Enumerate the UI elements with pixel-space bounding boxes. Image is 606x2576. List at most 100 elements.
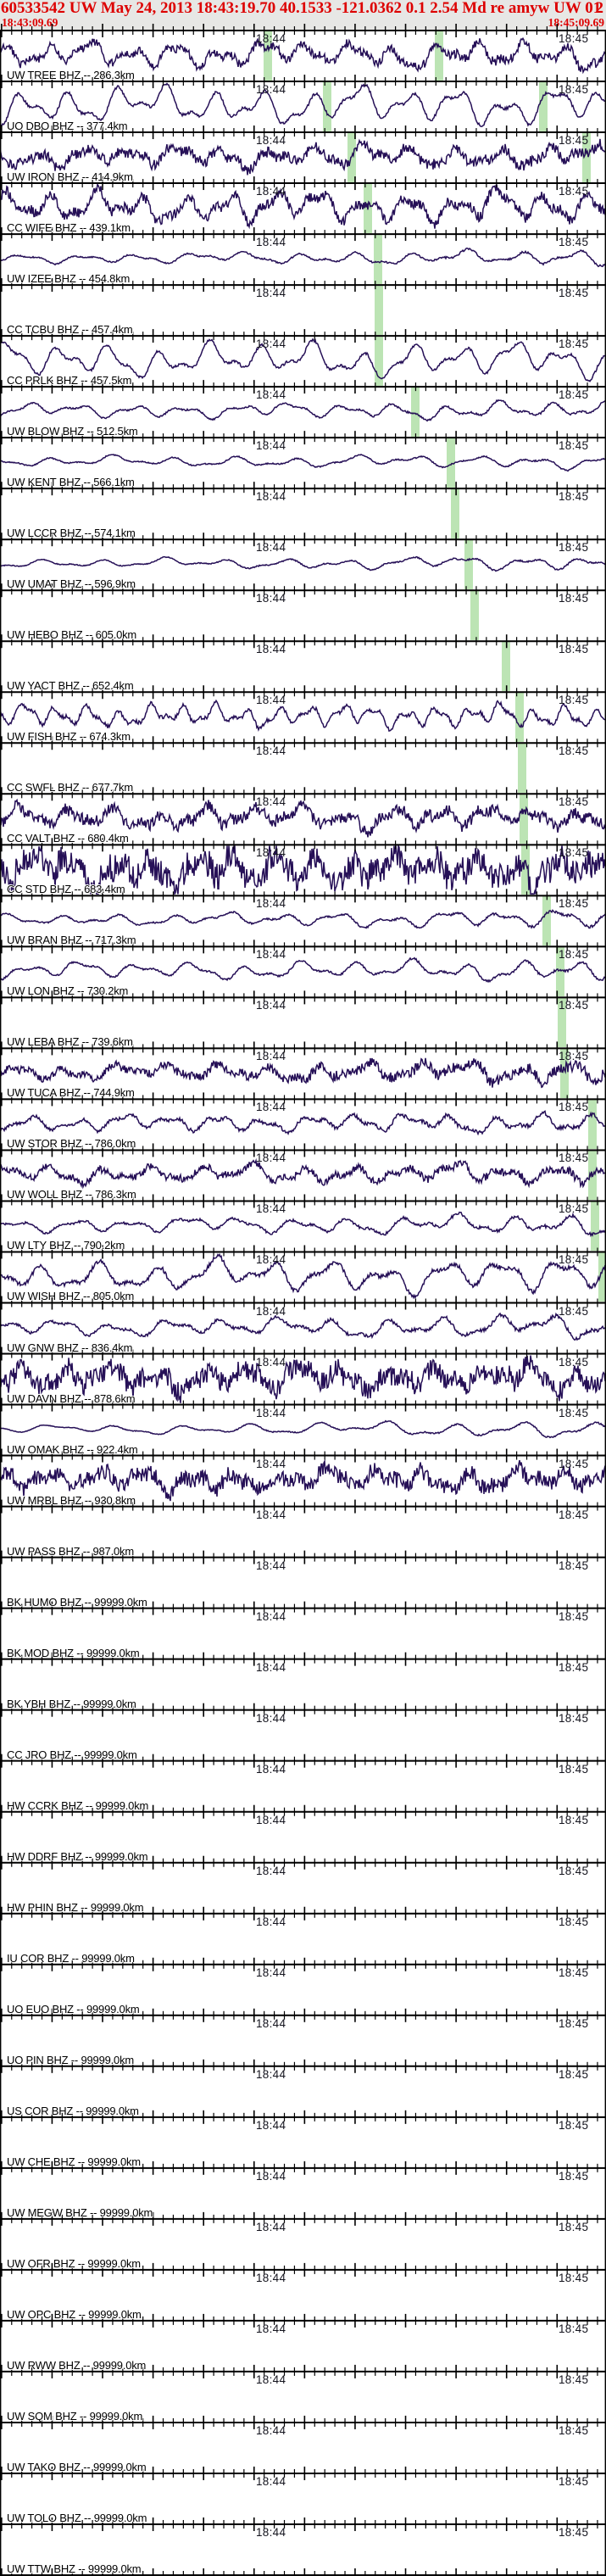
trace-row[interactable]: 18:44 18:45 UW DAVN BHZ -- 878.6km bbox=[0, 1354, 606, 1404]
trace-row[interactable]: 18:44 18:45 UW WOLL BHZ -- 786.3km bbox=[0, 1151, 606, 1201]
trace-row[interactable]: 18:44 18:45 UW UMAT BHZ -- 596.9km bbox=[0, 540, 606, 590]
minute-label-1844: 18:44 bbox=[256, 1253, 286, 1267]
minute-label-1845: 18:45 bbox=[559, 2067, 589, 2081]
phase-pick-marker bbox=[560, 1049, 569, 1099]
trace-row[interactable]: 18:44 18:45 UW BLOW BHZ -- 512.5km bbox=[0, 388, 606, 438]
minute-label-1844: 18:44 bbox=[256, 388, 286, 402]
trace-row[interactable]: 18:44 18:45 UW RWW BHZ -- 99999.0km bbox=[0, 2321, 606, 2371]
minute-label-1845: 18:45 bbox=[559, 2118, 589, 2132]
waveform[interactable] bbox=[0, 947, 606, 996]
waveform[interactable] bbox=[0, 31, 606, 81]
trace-row[interactable]: 18:44 18:45 CC PRLK BHZ -- 457.5km bbox=[0, 337, 606, 387]
trace-row[interactable]: 18:44 18:45 UW LEBA BHZ -- 739.6km bbox=[0, 998, 606, 1048]
waveform[interactable] bbox=[0, 82, 606, 131]
trace-row[interactable]: 18:44 18:45 UW STOR BHZ -- 786.0km bbox=[0, 1100, 606, 1150]
trace-row[interactable]: 18:44 18:45 UW IZEE BHZ -- 454.8km bbox=[0, 235, 606, 285]
waveform[interactable] bbox=[0, 235, 606, 284]
trace-row[interactable]: 18:44 18:45 UW TTW BHZ -- 99999.0km bbox=[0, 2524, 606, 2574]
station-label: UO PIN BHZ -- 99999.0km bbox=[7, 2053, 134, 2066]
waveform[interactable] bbox=[0, 896, 606, 945]
station-label: UO EUO BHZ -- 99999.0km bbox=[7, 2002, 140, 2015]
trace-row[interactable]: 18:44 18:45 UW TREE BHZ -- 286.3km bbox=[0, 31, 606, 81]
trace-row[interactable]: 18:44 18:45 CC WIFE BHZ -- 439.1km bbox=[0, 184, 606, 234]
minute-label-1844: 18:44 bbox=[256, 1609, 286, 1623]
trace-row[interactable]: 18:44 18:45 UW TAKO BHZ -- 99999.0km bbox=[0, 2423, 606, 2473]
trace-row[interactable]: 18:44 18:45 UW TOLO BHZ -- 99999.0km bbox=[0, 2473, 606, 2523]
trace-row[interactable]: 18:44 18:45 UW MRBL BHZ -- 930.8km bbox=[0, 1456, 606, 1506]
waveform[interactable] bbox=[0, 337, 606, 386]
waveform[interactable] bbox=[0, 184, 606, 233]
trace-row[interactable]: 18:44 18:45 BK MOD BHZ -- 99999.0km bbox=[0, 1609, 606, 1659]
waveform[interactable] bbox=[0, 1151, 606, 1200]
trace-row[interactable]: 18:44 18:45 CC VALT BHZ -- 680.4km bbox=[0, 795, 606, 845]
window-end-time: 18:45:09.69 bbox=[548, 16, 604, 29]
time-window-row: 18:43:09.69 18:45:09.69 bbox=[0, 16, 606, 30]
waveform[interactable] bbox=[0, 1100, 606, 1149]
waveform[interactable] bbox=[0, 1457, 606, 1506]
station-label: UW RWW BHZ -- 99999.0km bbox=[7, 2358, 147, 2371]
trace-row[interactable]: 18:44 18:45 UW HEBO BHZ -- 605.0km bbox=[0, 591, 606, 641]
station-label: UW TTW BHZ -- 99999.0km bbox=[7, 2562, 142, 2574]
waveform[interactable] bbox=[0, 1354, 606, 1404]
waveform[interactable] bbox=[0, 1406, 606, 1455]
minute-label-1844: 18:44 bbox=[256, 1101, 286, 1114]
station-label: UW TOLO BHZ -- 99999.0km bbox=[7, 2511, 147, 2523]
trace-row[interactable]: 18:44 18:45 UW LCCR BHZ -- 574.1km bbox=[0, 489, 606, 539]
minute-label-1845: 18:45 bbox=[559, 439, 589, 453]
trace-row[interactable]: 18:44 18:45 UW CHE BHZ -- 99999.0km bbox=[0, 2117, 606, 2167]
waveform[interactable] bbox=[0, 1202, 606, 1251]
trace-row[interactable]: 18:44 18:45 IU COR BHZ -- 99999.0km bbox=[0, 1914, 606, 1964]
trace-row[interactable]: 18:44 18:45 UW BRAN BHZ -- 717.3km bbox=[0, 896, 606, 946]
waveform[interactable] bbox=[0, 540, 606, 589]
trace-row[interactable]: 18:44 18:45 UW OPC BHZ -- 99999.0km bbox=[0, 2270, 606, 2320]
waveform[interactable] bbox=[0, 1049, 606, 1098]
minute-label-1844: 18:44 bbox=[256, 1558, 286, 1572]
trace-row[interactable]: 18:44 18:45 HW DDRF BHZ -- 99999.0km bbox=[0, 1812, 606, 1862]
trace-row[interactable]: 18:44 18:45 UW MEGW BHZ -- 99999.0km bbox=[0, 2168, 606, 2218]
waveform[interactable] bbox=[0, 438, 606, 488]
trace-row[interactable]: 18:44 18:45 CC JRO BHZ -- 99999.0km bbox=[0, 1710, 606, 1760]
trace-row[interactable]: 18:44 18:45 UW FISH BHZ -- 674.3km bbox=[0, 693, 606, 743]
trace-row[interactable]: 18:44 18:45 UO PIN BHZ -- 99999.0km bbox=[0, 2016, 606, 2066]
trace-row[interactable]: 18:44 18:45 HW PHIN BHZ -- 99999.0km bbox=[0, 1863, 606, 1913]
trace-row[interactable]: 18:44 18:45 US COR BHZ -- 99999.0km bbox=[0, 2066, 606, 2116]
phase-pick-marker bbox=[521, 845, 530, 895]
trace-row[interactable]: 18:44 18:45 UW GNW BHZ -- 836.4km bbox=[0, 1303, 606, 1353]
trace-row[interactable]: 18:44 18:45 UW IRON BHZ -- 414.9km bbox=[0, 133, 606, 183]
trace-row[interactable]: 18:44 18:45 CC SWFL BHZ -- 677.7km bbox=[0, 744, 606, 794]
station-label: UW LCCR BHZ -- 574.1km bbox=[7, 527, 136, 539]
minute-label-1844: 18:44 bbox=[256, 1457, 286, 1470]
waveform[interactable] bbox=[0, 133, 606, 182]
station-label: UW TAKO BHZ -- 99999.0km bbox=[7, 2460, 147, 2473]
trace-row[interactable]: 18:44 18:45 UW OFR BHZ -- 99999.0km bbox=[0, 2219, 606, 2269]
trace-row[interactable]: 18:44 18:45 UW PASS BHZ -- 987.0km bbox=[0, 1507, 606, 1557]
trace-row[interactable]: 18:44 18:45 UW LTY BHZ -- 790.2km bbox=[0, 1202, 606, 1252]
trace-row[interactable]: 18:44 18:45 CC STD BHZ -- 683.4km bbox=[0, 845, 606, 895]
trace-row[interactable]: 18:44 18:45 HW CCRK BHZ -- 99999.0km bbox=[0, 1761, 606, 1811]
trace-row[interactable]: 18:44 18:45 UO DBO BHZ -- 377.4km bbox=[0, 82, 606, 132]
waveform[interactable] bbox=[0, 845, 606, 895]
trace-row[interactable]: 18:44 18:45 UW YACT BHZ -- 652.4km bbox=[0, 642, 606, 692]
phase-pick-marker bbox=[518, 744, 526, 794]
minute-label-1844: 18:44 bbox=[256, 1762, 286, 1776]
trace-row[interactable]: 18:44 18:45 UW OMAK BHZ -- 922.4km bbox=[0, 1405, 606, 1455]
phase-pick-marker bbox=[447, 438, 455, 488]
trace-row[interactable]: 18:44 18:45 UO EUO BHZ -- 99999.0km bbox=[0, 1965, 606, 2015]
trace-row[interactable]: 18:44 18:45 BK YBH BHZ -- 99999.0km bbox=[0, 1659, 606, 1709]
waveform[interactable] bbox=[0, 795, 606, 844]
minute-label-1845: 18:45 bbox=[559, 1762, 589, 1776]
trace-row[interactable]: 18:44 18:45 BK HUMO BHZ -- 99999.0km bbox=[0, 1558, 606, 1608]
waveform[interactable] bbox=[0, 1252, 606, 1302]
waveform[interactable] bbox=[0, 388, 606, 437]
trace-row[interactable]: 18:44 18:45 UW SQM BHZ -- 99999.0km bbox=[0, 2372, 606, 2422]
minute-label-1845: 18:45 bbox=[559, 1813, 589, 1826]
waveform[interactable] bbox=[0, 693, 606, 742]
trace-row[interactable]: 18:44 18:45 UW LON BHZ -- 730.2km bbox=[0, 947, 606, 997]
trace-row[interactable]: 18:44 18:45 CC TCBU BHZ -- 457.4km bbox=[0, 286, 606, 336]
trace-row[interactable]: 18:44 18:45 UW KENT BHZ -- 566.1km bbox=[0, 438, 606, 488]
station-label: CC STD BHZ -- 683.4km bbox=[7, 883, 125, 895]
trace-row[interactable]: 18:44 18:45 UW TUCA BHZ -- 744.9km bbox=[0, 1049, 606, 1099]
station-label: UW PASS BHZ -- 987.0km bbox=[7, 1544, 134, 1557]
waveform[interactable] bbox=[0, 1304, 606, 1353]
trace-row[interactable]: 18:44 18:45 UW WISH BHZ -- 805.0km bbox=[0, 1252, 606, 1302]
